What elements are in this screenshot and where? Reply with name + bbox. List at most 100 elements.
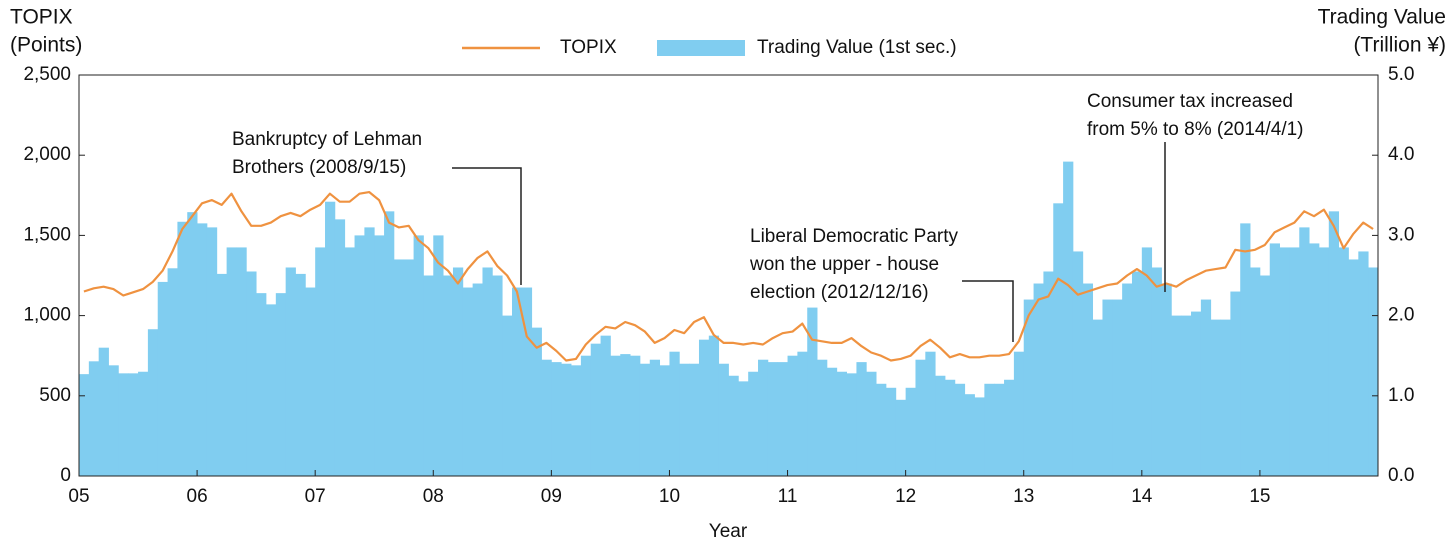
bar — [1338, 247, 1349, 476]
bar — [226, 247, 237, 476]
bar — [1289, 247, 1300, 476]
bar — [1013, 351, 1025, 476]
bar — [384, 211, 395, 476]
bar — [1033, 283, 1044, 476]
bar — [413, 235, 424, 476]
bar — [1004, 379, 1015, 476]
bar — [1318, 247, 1330, 476]
bar — [492, 275, 503, 476]
bar — [197, 223, 208, 476]
bar — [600, 335, 611, 476]
y-tick-label: 1,500 — [23, 224, 71, 245]
plot-frame — [78, 74, 1379, 477]
bar — [561, 363, 572, 476]
bar — [807, 307, 818, 476]
bar — [79, 374, 90, 476]
x-tick-label: 10 — [659, 486, 680, 507]
x-tick-label: 11 — [778, 486, 798, 507]
bar — [1023, 299, 1034, 476]
bar — [462, 287, 474, 476]
y2-tick-label: 5.0 — [1388, 64, 1414, 85]
bar — [482, 267, 493, 476]
bar — [1191, 311, 1202, 476]
bar — [915, 359, 926, 476]
y-tick-label: 500 — [39, 385, 71, 406]
bar — [571, 365, 582, 476]
bar — [315, 247, 326, 476]
bar — [679, 363, 690, 476]
bar — [885, 387, 897, 476]
bar — [728, 375, 739, 476]
bar — [1230, 291, 1241, 476]
legend: TOPIX Trading Value (1st sec.) — [462, 37, 957, 58]
bar — [708, 335, 720, 476]
y2-tick-label: 1.0 — [1388, 385, 1414, 406]
annotation: won the upper - house — [749, 254, 939, 275]
bar — [738, 381, 749, 476]
bar — [147, 329, 159, 476]
annotation: election (2012/12/16) — [750, 282, 929, 303]
bar — [305, 287, 316, 476]
bar — [98, 347, 109, 476]
bar — [541, 359, 552, 476]
bar — [797, 351, 808, 476]
bar — [945, 379, 956, 476]
x-tick-label: 06 — [187, 486, 208, 507]
bar — [1043, 271, 1054, 476]
bar — [364, 227, 375, 476]
x-tick-label: 15 — [1249, 486, 1270, 507]
bar — [1269, 243, 1280, 476]
bar — [1200, 299, 1212, 476]
bar — [275, 293, 287, 476]
bar — [265, 304, 277, 476]
bar — [108, 365, 119, 476]
bar — [128, 373, 139, 476]
bar — [590, 343, 601, 476]
x-tick-label: 14 — [1131, 486, 1153, 507]
bar — [1122, 283, 1133, 476]
annotation: Liberal Democratic Party — [750, 226, 959, 247]
bar — [443, 275, 454, 476]
y2-tick-label: 0.0 — [1388, 465, 1414, 486]
x-tick-label: 09 — [541, 486, 562, 507]
bar — [935, 375, 946, 476]
bar — [354, 235, 365, 476]
bar — [639, 363, 651, 476]
annotation: Bankruptcy of Lehman — [232, 129, 422, 150]
bar — [236, 247, 247, 476]
bar — [344, 247, 355, 476]
bar — [856, 362, 867, 476]
x-tick-label: 13 — [1013, 486, 1034, 507]
bar — [423, 275, 434, 476]
bar — [758, 359, 769, 476]
bar — [118, 373, 129, 476]
bar — [1279, 247, 1290, 476]
bar — [334, 219, 346, 477]
y-title: (Points) — [10, 34, 82, 57]
bar — [206, 227, 218, 476]
bar — [1358, 251, 1369, 476]
bar — [325, 201, 336, 476]
x-tick-label: 12 — [895, 486, 916, 507]
bar — [580, 355, 592, 476]
annotation-leader — [962, 280, 1014, 342]
bar — [1072, 251, 1084, 476]
bar — [1181, 315, 1192, 476]
bar — [1348, 259, 1359, 476]
bar — [246, 271, 257, 476]
bar — [1092, 319, 1103, 476]
bar — [620, 354, 631, 476]
legend-label: TOPIX — [560, 37, 617, 58]
bar — [876, 383, 887, 476]
bar — [649, 359, 661, 476]
bar — [1299, 227, 1310, 476]
bar — [630, 355, 641, 476]
bar — [216, 273, 228, 476]
bar — [1328, 211, 1340, 476]
y2-tick-label: 3.0 — [1388, 224, 1414, 245]
bar — [689, 363, 700, 476]
legend-label: Trading Value (1st sec.) — [757, 37, 957, 58]
bar — [502, 315, 513, 476]
bar — [1220, 319, 1231, 476]
x-tick-label: 08 — [423, 486, 444, 507]
